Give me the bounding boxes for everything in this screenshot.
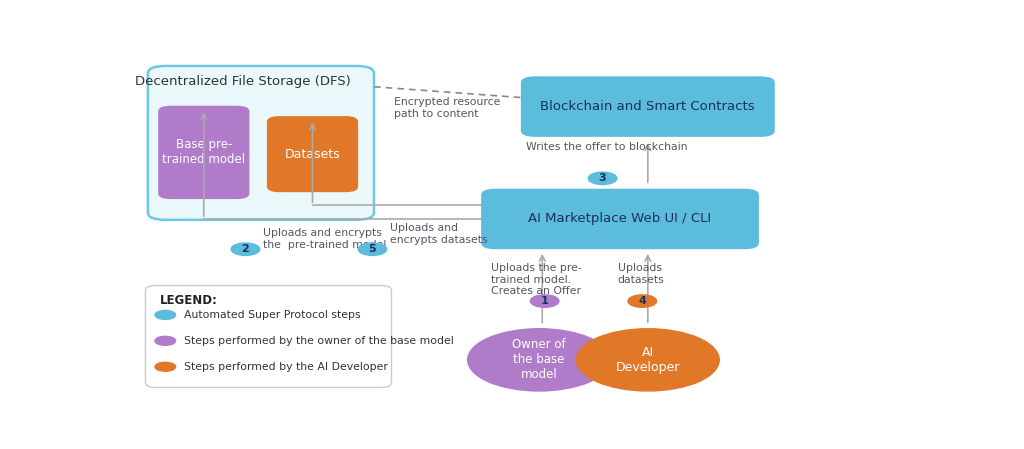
Circle shape	[155, 310, 176, 319]
Text: 1: 1	[541, 296, 549, 306]
Text: Uploads and
encrypts datasets: Uploads and encrypts datasets	[390, 223, 487, 245]
Circle shape	[468, 329, 610, 391]
Circle shape	[628, 295, 656, 307]
Text: Blockchain and Smart Contracts: Blockchain and Smart Contracts	[541, 100, 755, 113]
Circle shape	[231, 243, 260, 255]
Circle shape	[155, 336, 176, 345]
Text: Automated Super Protocol steps: Automated Super Protocol steps	[183, 310, 360, 320]
Circle shape	[358, 243, 387, 255]
Text: Datasets: Datasets	[285, 148, 340, 161]
Circle shape	[530, 295, 559, 307]
FancyBboxPatch shape	[158, 106, 250, 199]
Text: Encrypted resource
path to content: Encrypted resource path to content	[394, 97, 501, 119]
FancyBboxPatch shape	[145, 286, 391, 387]
Text: Decentralized File Storage (DFS): Decentralized File Storage (DFS)	[135, 75, 350, 88]
FancyBboxPatch shape	[267, 116, 358, 192]
FancyBboxPatch shape	[481, 189, 759, 249]
Text: Uploads the pre-
trained model.
Creates an Offer: Uploads the pre- trained model. Creates …	[490, 263, 582, 296]
Text: Owner of
the base
model: Owner of the base model	[512, 339, 566, 381]
Text: AI
Developer: AI Developer	[615, 346, 680, 374]
Text: 5: 5	[369, 244, 376, 254]
Circle shape	[588, 172, 616, 185]
Text: Uploads
datasets: Uploads datasets	[617, 263, 665, 285]
Text: Base pre-
trained model: Base pre- trained model	[162, 138, 246, 167]
Circle shape	[155, 362, 176, 371]
Circle shape	[577, 329, 719, 391]
FancyBboxPatch shape	[521, 76, 775, 137]
Text: 4: 4	[638, 296, 646, 306]
Text: 3: 3	[599, 173, 606, 183]
FancyBboxPatch shape	[147, 66, 374, 220]
Text: Steps performed by the AI Developer: Steps performed by the AI Developer	[183, 362, 387, 372]
Text: AI Marketplace Web UI / CLI: AI Marketplace Web UI / CLI	[528, 212, 712, 225]
Text: LEGEND:: LEGEND:	[160, 294, 218, 307]
Text: 2: 2	[242, 244, 249, 254]
Text: Uploads and encrypts
the  pre-trained model: Uploads and encrypts the pre-trained mod…	[263, 229, 386, 250]
Text: Writes the offer to blockchain: Writes the offer to blockchain	[526, 142, 688, 152]
Text: Steps performed by the owner of the base model: Steps performed by the owner of the base…	[183, 336, 454, 346]
